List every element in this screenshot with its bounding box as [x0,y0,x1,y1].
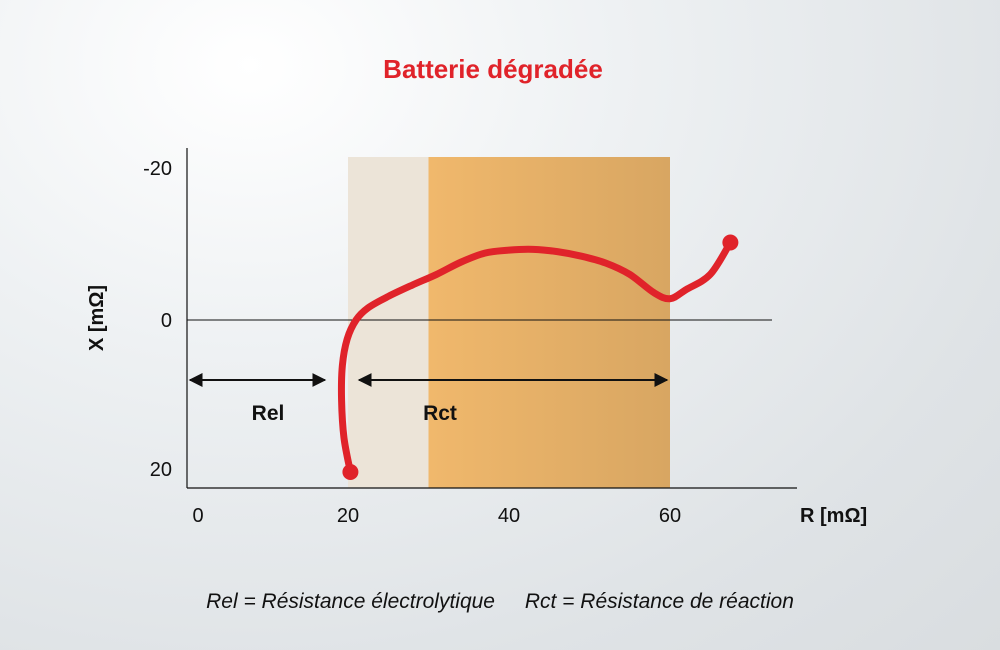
legend: Rel = Résistance électrolytique Rct = Ré… [0,590,1000,614]
y-ticks: -20 0 20 [143,158,172,481]
rel-label: Rel [252,402,285,425]
bands-layer [348,157,670,488]
curve-start-point [342,464,359,480]
y-tick-label: 20 [150,459,172,481]
x-tick-label: 40 [498,505,520,527]
x-tick-label: 20 [337,505,359,527]
curve-endpoints [342,234,739,480]
x-tick-label: 60 [659,505,681,527]
rct-label: Rct [423,402,457,425]
annotations-layer: Rel Rct [188,373,669,425]
y-tick-label: 0 [161,310,172,332]
band-rel [348,157,429,488]
legend-rel: Rel = Résistance électrolytique [206,590,495,613]
legend-rct: Rct = Résistance de réaction [524,590,794,613]
y-axis-label: X [mΩ] [86,285,108,351]
y-tick-label: -20 [143,158,172,180]
impedance-curve [337,238,734,476]
x-ticks: 0 20 40 60 [192,505,681,527]
x-tick-label: 0 [192,505,203,527]
curve-end-point [722,234,739,251]
chart-title: Batterie dégradée [383,54,603,84]
band-rct [428,157,670,488]
x-axis-label: R [mΩ] [800,505,867,527]
